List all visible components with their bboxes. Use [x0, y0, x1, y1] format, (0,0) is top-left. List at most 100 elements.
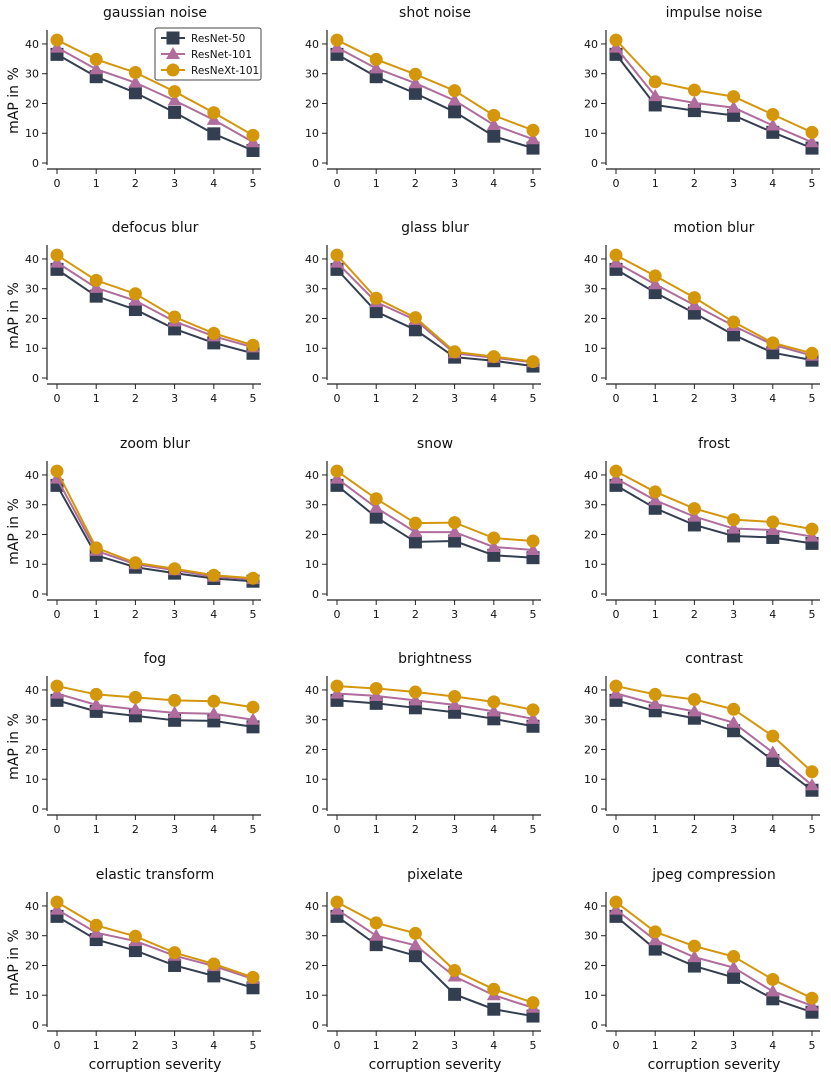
y-tick-label: 0	[312, 803, 319, 816]
series-resnet-101	[609, 255, 819, 361]
x-tick-label: 1	[652, 392, 659, 405]
series-line-resnet-101	[336, 46, 534, 141]
y-tick-label: 20	[25, 528, 39, 541]
x-tick-label: 5	[809, 177, 816, 190]
data-point-resnext-101	[487, 695, 501, 709]
data-point-resnet-50	[207, 969, 221, 983]
series-line-resnext-101	[56, 901, 254, 979]
panel-brightness: brightness 0 10 20 30 40 0 1 2 3 4 5	[305, 651, 541, 836]
y-tick-label: 30	[584, 499, 598, 512]
data-point-resnet-101	[805, 778, 819, 791]
data-point-resnext-101	[128, 66, 142, 80]
x-tick-label: 3	[730, 392, 737, 405]
x-tick-label: 4	[769, 608, 776, 621]
panel-title: elastic transform	[96, 867, 215, 883]
x-tick-label: 2	[132, 608, 139, 621]
x-tick-label: 3	[730, 177, 737, 190]
data-point-resnet-101	[369, 61, 384, 74]
series-resnext-101	[50, 248, 260, 352]
x-tick-label: 2	[691, 392, 698, 405]
data-point-resnet-101	[447, 697, 462, 710]
series-line-resnet-101	[336, 908, 534, 1009]
y-tick-label: 20	[25, 743, 39, 756]
data-point-resnext-101	[805, 522, 819, 536]
x-tick-label: 0	[54, 823, 61, 836]
y-tick-label: 30	[584, 930, 598, 943]
y-tick-label: 30	[305, 930, 319, 943]
y-tick-label: 20	[584, 312, 598, 325]
data-point-resnet-50	[408, 323, 422, 337]
data-point-resnet-101	[648, 493, 663, 506]
data-point-resnext-101	[207, 568, 221, 582]
x-tick-label: 2	[132, 177, 139, 190]
y-tick-label: 20	[25, 312, 39, 325]
x-tick-label: 2	[412, 177, 419, 190]
x-tick-label: 3	[730, 608, 737, 621]
series-line-resnext-101	[56, 254, 254, 347]
data-point-resnext-101	[648, 687, 662, 701]
series-line-resnet-101	[336, 261, 534, 364]
series-line-resnet-101	[56, 908, 254, 980]
y-tick-label: 10	[305, 342, 319, 355]
x-tick-label: 5	[250, 608, 257, 621]
data-point-resnext-101	[128, 287, 142, 301]
series-resnext-101	[609, 679, 819, 779]
x-tick-label: 4	[769, 392, 776, 405]
data-point-resnet-101	[447, 93, 462, 106]
legend-box	[154, 27, 262, 81]
data-point-resnext-101	[526, 534, 540, 548]
x-tick-label: 0	[613, 1039, 620, 1052]
x-tick-label: 1	[373, 1039, 380, 1052]
series-line-resnet-101	[615, 477, 813, 538]
data-point-resnet-101	[246, 712, 260, 725]
x-tick-label: 3	[171, 392, 178, 405]
data-point-resnet-101	[765, 523, 780, 536]
data-point-resnet-50	[408, 535, 422, 549]
x-tick-label: 4	[210, 608, 217, 621]
data-point-resnext-101	[727, 315, 741, 329]
y-tick-label: 30	[584, 68, 598, 81]
data-point-resnext-101	[369, 52, 383, 66]
y-tick-label: 40	[25, 38, 39, 51]
x-tick-label: 0	[334, 823, 341, 836]
y-tick-label: 40	[584, 253, 598, 266]
series-resnet-50	[609, 47, 819, 155]
x-tick-label: 1	[93, 823, 100, 836]
data-point-resnext-101	[648, 925, 662, 939]
series-resnet-50	[609, 909, 819, 1019]
x-tick-label: 0	[54, 1039, 61, 1052]
panel-title: gaussian noise	[103, 5, 207, 21]
data-point-resnext-101	[805, 125, 819, 139]
series-line-resnet-50	[336, 699, 534, 728]
data-point-resnext-101	[207, 957, 221, 971]
series-resnet-50	[50, 478, 260, 588]
data-point-resnext-101	[727, 513, 741, 527]
data-point-resnet-101	[89, 697, 104, 710]
x-tick-label: 5	[809, 823, 816, 836]
panel-title: pixelate	[407, 867, 463, 883]
y-tick-label: 30	[584, 283, 598, 296]
data-point-resnext-101	[168, 562, 182, 576]
data-point-resnext-101	[89, 918, 103, 932]
y-tick-label: 30	[305, 499, 319, 512]
data-point-resnet-101	[526, 711, 540, 724]
x-tick-label: 1	[652, 823, 659, 836]
y-tick-label: 10	[305, 773, 319, 786]
x-tick-label: 0	[334, 1039, 341, 1052]
x-tick-label: 5	[250, 392, 257, 405]
x-tick-label: 4	[210, 177, 217, 190]
y-tick-label: 30	[25, 68, 39, 81]
x-tick-label: 0	[334, 608, 341, 621]
series-resnet-101	[609, 40, 819, 148]
data-point-resnet-101	[408, 938, 423, 951]
data-point-resnet-50	[128, 944, 142, 958]
series-line-resnext-101	[336, 901, 534, 1004]
x-tick-label: 2	[691, 608, 698, 621]
y-tick-label: 40	[305, 469, 319, 482]
x-tick-label: 5	[530, 608, 537, 621]
data-point-resnext-101	[246, 571, 260, 585]
y-tick-label: 30	[584, 714, 598, 727]
panel-title: brightness	[398, 651, 472, 667]
x-tick-label: 3	[730, 823, 737, 836]
